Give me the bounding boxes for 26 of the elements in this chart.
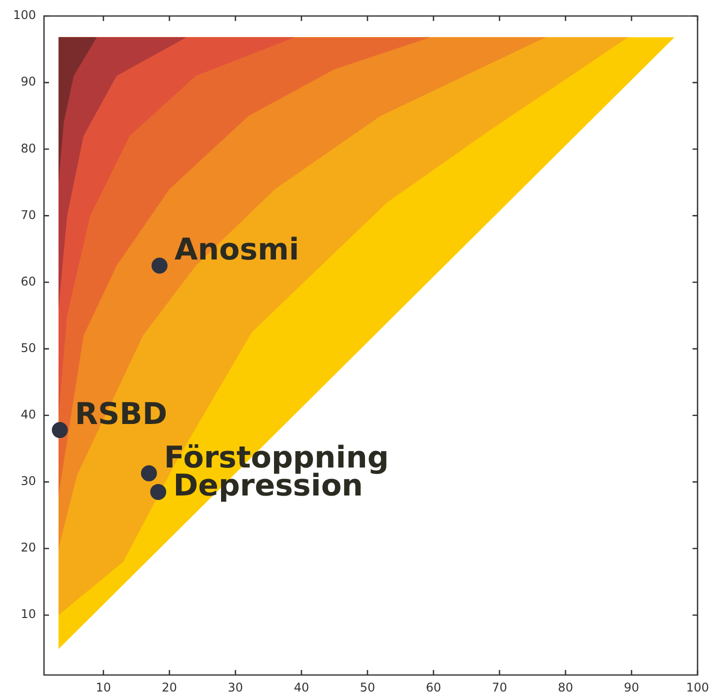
annotation: RSBD	[74, 397, 168, 432]
y-tick-label: 40	[20, 408, 36, 422]
y-tick-label: 80	[20, 141, 36, 156]
y-tick-label: 70	[20, 208, 36, 222]
annotation: Anosmi	[174, 232, 300, 268]
x-tick-label: 90	[624, 680, 640, 694]
x-tick-label: 10	[96, 680, 112, 694]
x-tick-label: 60	[426, 680, 442, 694]
y-tick-label: 50	[20, 340, 36, 355]
y-tick-label: 60	[20, 274, 36, 288]
y-tick-label: 100	[13, 8, 36, 22]
x-tick-label: 30	[228, 680, 244, 694]
point	[52, 422, 68, 438]
point	[152, 258, 168, 274]
y-tick-label: 20	[20, 540, 36, 555]
x-tick-label: 100	[686, 680, 709, 694]
y-tick-label: 10	[20, 607, 36, 622]
point	[150, 484, 166, 500]
y-tick-label: 90	[20, 74, 36, 89]
x-tick-label: 40	[294, 680, 310, 694]
x-tick-label: 20	[162, 680, 178, 694]
x-tick-label: 80	[558, 680, 574, 694]
y-tick-label: 30	[20, 474, 36, 488]
x-tick-label: 50	[360, 680, 376, 694]
x-tick-label: 70	[492, 680, 508, 694]
point	[140, 465, 157, 482]
